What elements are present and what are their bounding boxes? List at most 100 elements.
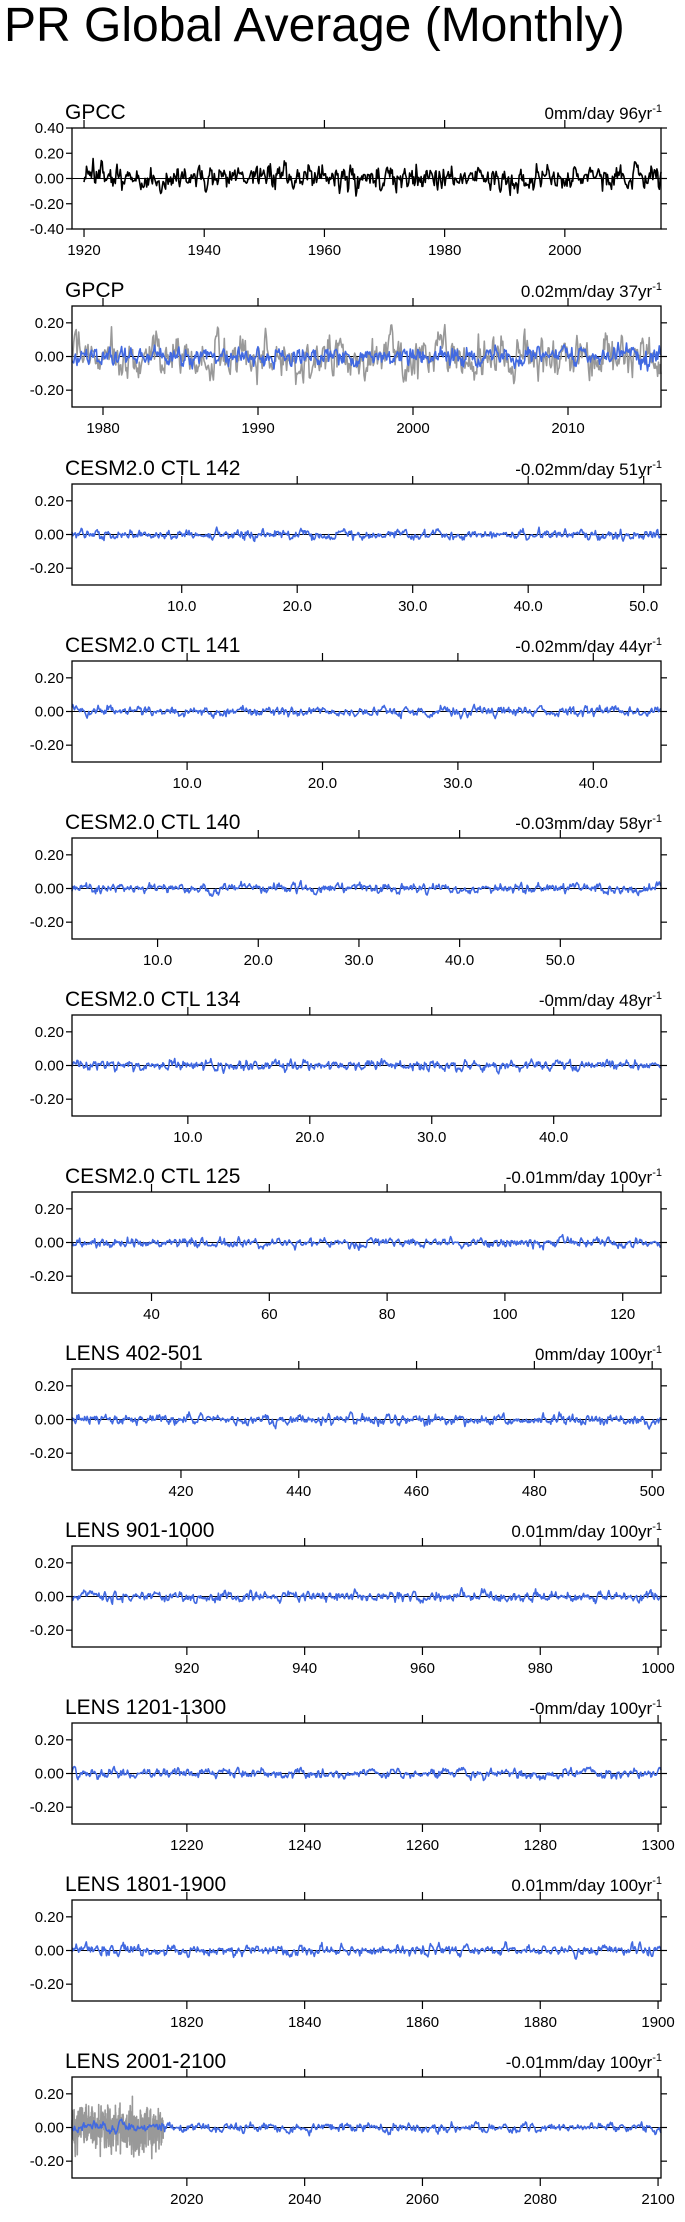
x-tick-label: 30.0: [443, 775, 472, 792]
trend-unit-superscript: -1: [652, 636, 662, 648]
x-tick-label: 1920: [67, 242, 100, 259]
panel-11: LENS 2001-2100 -0.01mm/day 100yr-1 0.20 0.0…: [30, 2050, 675, 2208]
x-tick-label: 980: [528, 1660, 553, 1677]
y-tick-label: 0.20: [35, 847, 64, 864]
panel-title: CESM2.0 CTL 141: [65, 634, 240, 657]
x-tick-label: 1280: [524, 1837, 557, 1854]
x-tick-label: 10.0: [173, 1129, 202, 1146]
x-tick-label: 1900: [641, 2014, 674, 2031]
trend-label: 0.02mm/day 37yr-1: [521, 281, 662, 301]
y-tick-label: -0.20: [30, 382, 64, 399]
trend-unit-superscript: -1: [652, 1344, 662, 1356]
x-tick-label: 920: [174, 1660, 199, 1677]
trend-label: -0.02mm/day 44yr-1: [515, 636, 662, 656]
trend-unit-superscript: -1: [652, 281, 662, 293]
y-tick-label: 0.00: [35, 1943, 64, 1960]
trend-value: 0.01mm/day 100yr: [511, 1522, 652, 1541]
x-tick-label: 2020: [170, 2191, 203, 2208]
y-tick-label: 0.20: [35, 1201, 64, 1218]
y-tick-label: 0.20: [35, 493, 64, 510]
trend-label: 0mm/day 96yr-1: [545, 103, 662, 123]
trend-unit-superscript: -1: [652, 2052, 662, 2064]
y-tick-label: 0.40: [35, 120, 64, 137]
trend-unit-superscript: -1: [652, 1698, 662, 1710]
series-line-gpcc: [71, 2095, 165, 2160]
x-tick-label: 40.0: [539, 1129, 568, 1146]
y-tick-label: 0.20: [35, 315, 64, 332]
x-tick-label: 100: [492, 1306, 517, 1323]
x-tick-label: 1960: [308, 242, 341, 259]
x-tick-label: 20.0: [308, 775, 337, 792]
trend-label: -0.03mm/day 58yr-1: [515, 813, 662, 833]
series-line-cesm2-0-ctl-141: [71, 703, 662, 720]
panel-8: LENS 901-1000 0.01mm/day 100yr-1 0.20 0.00 -…: [30, 1519, 675, 1677]
series-line-lens-1801-1900: [71, 1941, 662, 1960]
panel-title: LENS 901-1000: [65, 1519, 214, 1542]
panel-2: CESM2.0 CTL 142 -0.02mm/day 51yr-1 0.20 0.0…: [30, 457, 667, 615]
x-tick-label: 20.0: [244, 952, 273, 969]
panel-title: LENS 402-501: [65, 1342, 203, 1365]
x-tick-label: 440: [286, 1483, 311, 1500]
y-tick-label: 0.00: [35, 171, 64, 188]
trend-unit-superscript: -1: [652, 813, 662, 825]
x-tick-label: 1990: [241, 420, 274, 437]
y-tick-label: 0.00: [35, 881, 64, 898]
panel-title: CESM2.0 CTL 134: [65, 988, 241, 1011]
series-line-cesm2-0-ctl-140: [71, 879, 662, 897]
y-tick-label: 0.00: [35, 1058, 64, 1075]
x-tick-label: 480: [522, 1483, 547, 1500]
x-tick-label: 960: [410, 1660, 435, 1677]
y-tick-label: -0.40: [30, 221, 64, 238]
series-line-gpcp: [71, 341, 662, 372]
x-tick-label: 1980: [428, 242, 461, 259]
panel-5: CESM2.0 CTL 134 -0mm/day 48yr-1 0.20 0.00 -0…: [30, 988, 667, 1146]
trend-unit-superscript: -1: [652, 103, 662, 115]
panel-9: LENS 1201-1300 -0mm/day 100yr-1 0.20 0.00 -0…: [30, 1696, 675, 1854]
y-tick-label: 0.20: [35, 1024, 64, 1041]
x-tick-label: 80: [379, 1306, 396, 1323]
y-tick-label: -0.20: [30, 914, 64, 931]
panel-title: GPCP: [65, 279, 125, 302]
x-tick-label: 2060: [406, 2191, 439, 2208]
x-tick-label: 30.0: [398, 598, 427, 615]
trend-value: -0mm/day 100yr: [529, 1699, 652, 1718]
x-tick-label: 1980: [86, 420, 119, 437]
x-tick-label: 1820: [170, 2014, 203, 2031]
y-tick-label: 0.20: [35, 1555, 64, 1572]
y-tick-label: 0.00: [35, 527, 64, 544]
x-tick-label: 20.0: [283, 598, 312, 615]
y-tick-label: 0.20: [35, 670, 64, 687]
trend-label: -0mm/day 48yr-1: [539, 990, 662, 1010]
x-tick-label: 2080: [524, 2191, 557, 2208]
trend-value: -0.02mm/day 44yr: [515, 637, 652, 656]
trend-value: 0.01mm/day 100yr: [511, 1876, 652, 1895]
trend-value: 0mm/day 96yr: [545, 104, 653, 123]
x-tick-label: 500: [640, 1483, 665, 1500]
panel-title: LENS 2001-2100: [65, 2050, 226, 2073]
x-tick-label: 40: [143, 1306, 160, 1323]
x-tick-label: 940: [292, 1660, 317, 1677]
x-tick-label: 2040: [288, 2191, 321, 2208]
x-tick-label: 2000: [396, 420, 429, 437]
y-tick-label: -0.20: [30, 560, 64, 577]
trend-label: -0.01mm/day 100yr-1: [506, 1167, 662, 1187]
x-tick-label: 60: [261, 1306, 278, 1323]
panel-title: CESM2.0 CTL 142: [65, 457, 240, 480]
panel-1: GPCP 0.02mm/day 37yr-1 0.20 0.00 -0.20 1980 19…: [30, 279, 667, 437]
series-line-lens-901-1000: [71, 1587, 662, 1605]
x-tick-label: 30.0: [344, 952, 373, 969]
x-tick-label: 10.0: [167, 598, 196, 615]
x-tick-label: 1880: [524, 2014, 557, 2031]
panel-title: CESM2.0 CTL 125: [65, 1165, 240, 1188]
y-tick-label: 0.20: [35, 145, 64, 162]
y-tick-label: -0.20: [30, 737, 64, 754]
trend-value: -0mm/day 48yr: [539, 991, 653, 1010]
panel-0: GPCC 0mm/day 96yr-1 0.40 0.20 0.00 -0.20 -0.40…: [30, 101, 667, 259]
y-tick-label: -0.20: [30, 1976, 64, 1993]
trend-unit-superscript: -1: [652, 459, 662, 471]
trend-label: -0mm/day 100yr-1: [529, 1698, 662, 1718]
x-tick-label: 40.0: [514, 598, 543, 615]
series-line-cesm2-0-ctl-134: [71, 1057, 662, 1075]
trend-unit-superscript: -1: [652, 1167, 662, 1179]
y-tick-label: 0.20: [35, 2086, 64, 2103]
